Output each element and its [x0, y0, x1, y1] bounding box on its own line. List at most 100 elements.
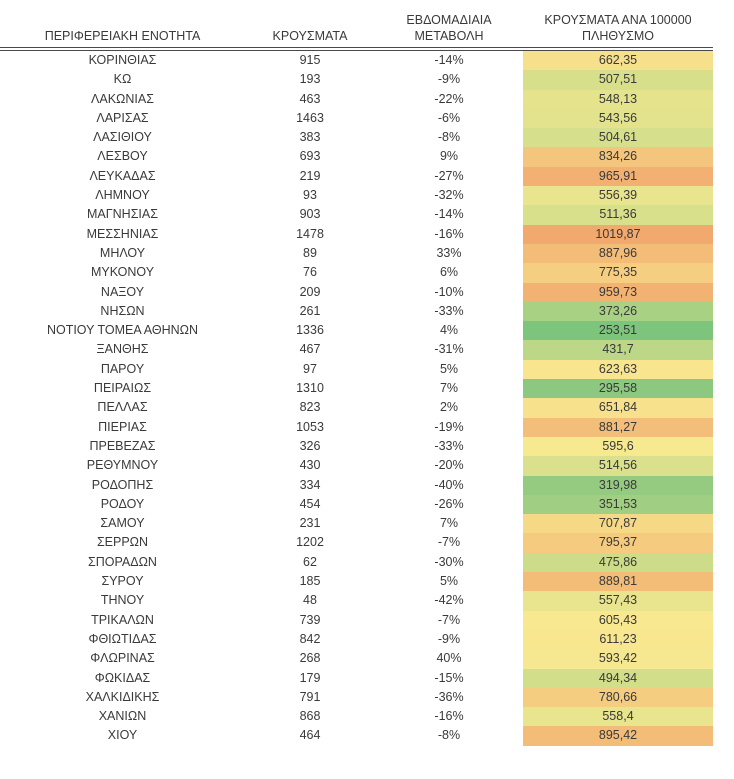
per-100k-cell: 834,26 — [523, 147, 713, 167]
region-cell: ΦΛΩΡΙΝΑΣ — [90, 651, 155, 666]
table-row: ΧΑΛΚΙΔΙΚΗΣ 791 -36% 780,66 — [0, 687, 713, 708]
region-cell: ΤΗΝΟΥ — [100, 593, 145, 608]
table-row: ΜΗΛΟΥ 89 33% 887,96 — [0, 243, 713, 264]
table-row: ΣΕΡΡΩΝ 1202 -7% 795,37 — [0, 533, 713, 553]
table-row: ΛΕΣΒΟΥ 693 9% 834,26 — [0, 147, 713, 167]
cases-cell: 868 — [299, 709, 321, 724]
table-body: ΚΟΡΙΝΘΙΑΣ 915 -14% 662,35 ΚΩ 193 -9% 507,51 ΛΑΚΩ… — [0, 49, 713, 746]
region-cell: ΛΑΚΩΝΙΑΣ — [91, 91, 154, 106]
table-row: ΦΛΩΡΙΝΑΣ 268 40% 593,42 — [0, 649, 713, 669]
cases-cell: 463 — [299, 91, 321, 106]
table-row: ΜΕΣΣΗΝΙΑΣ 1478 -16% 1019,87 — [0, 224, 713, 244]
region-cell: ΠΑΡΟΥ — [100, 361, 145, 376]
cases-cell: 219 — [299, 168, 321, 183]
per-100k-cell: 605,43 — [523, 610, 713, 630]
weekly-change-cell: -36% — [434, 689, 464, 704]
table-row: ΠΙΕΡΙΑΣ 1053 -19% 881,27 — [0, 417, 713, 437]
per-100k-cell: 611,23 — [523, 629, 713, 650]
per-100k-cell: 351,53 — [523, 494, 713, 515]
cases-cell: 791 — [299, 689, 321, 704]
region-cell: ΚΩ — [113, 72, 132, 87]
per-100k-cell: 543,56 — [523, 108, 713, 129]
weekly-change-cell: -6% — [437, 110, 461, 125]
table-header: ΠΕΡΙΦΕΡΕΙΑΚΗ ΕΝΟΤΗΤΑ ΚΡΟΥΣΜΑΤΑ ΕΒΔΟΜΑΔΙΑ… — [0, 12, 713, 51]
header-weekly-change: ΕΒΔΟΜΑΔΙΑΙΑ ΜΕΤΑΒΟΛΗ — [375, 12, 523, 51]
weekly-change-cell: -8% — [437, 130, 461, 145]
weekly-change-cell: -19% — [434, 419, 464, 434]
table-row: ΦΩΚΙΔΑΣ 179 -15% 494,34 — [0, 668, 713, 688]
cases-cell: 693 — [299, 149, 321, 164]
weekly-change-cell: -14% — [434, 207, 464, 222]
region-cell: ΠΕΛΛΑΣ — [97, 400, 148, 415]
header-region-label: ΠΕΡΙΦΕΡΕΙΑΚΗ ΕΝΟΤΗΤΑ — [44, 29, 201, 43]
cases-cell: 1310 — [296, 381, 324, 396]
header-per-100k-line1: ΚΡΟΥΣΜΑΤΑ ΑΝΑ 100000 — [544, 13, 692, 27]
weekly-change-cell: -7% — [437, 612, 461, 627]
region-cell: ΦΘΙΩΤΙΔΑΣ — [88, 631, 157, 646]
per-100k-cell: 556,39 — [523, 186, 713, 206]
cases-cell: 842 — [299, 631, 321, 646]
cases-table: ΠΕΡΙΦΕΡΕΙΑΚΗ ΕΝΟΤΗΤΑ ΚΡΟΥΣΜΑΤΑ ΕΒΔΟΜΑΔΙΑ… — [0, 12, 713, 746]
per-100k-cell: 319,98 — [523, 475, 713, 495]
header-row: ΠΕΡΙΦΕΡΕΙΑΚΗ ΕΝΟΤΗΤΑ ΚΡΟΥΣΜΑΤΑ ΕΒΔΟΜΑΔΙΑ… — [0, 12, 713, 51]
header-weekly-change-line2: ΜΕΤΑΒΟΛΗ — [414, 29, 484, 43]
cases-cell: 209 — [299, 284, 321, 299]
region-cell: ΡΟΔΟΠΗΣ — [91, 477, 154, 492]
cases-cell: 93 — [303, 188, 317, 203]
table-row: ΝΑΞΟΥ 209 -10% 959,73 — [0, 282, 713, 302]
region-cell: ΠΙΕΡΙΑΣ — [98, 419, 147, 434]
weekly-change-cell: 40% — [436, 651, 462, 666]
table-row: ΚΩ 193 -9% 507,51 — [0, 70, 713, 90]
table-row: ΡΟΔΟΠΗΣ 334 -40% 319,98 — [0, 475, 713, 495]
weekly-change-cell: 5% — [439, 361, 459, 376]
table-row: ΛΗΜΝΟΥ 93 -32% 556,39 — [0, 186, 713, 206]
per-100k-cell: 959,73 — [523, 282, 713, 302]
table-row: ΣΥΡΟΥ 185 5% 889,81 — [0, 572, 713, 592]
table-row: ΠΡΕΒΕΖΑΣ 326 -33% 595,6 — [0, 436, 713, 457]
per-100k-cell: 887,96 — [523, 243, 713, 264]
region-cell: ΛΑΡΙΣΑΣ — [96, 110, 149, 125]
table-row: ΚΟΡΙΝΘΙΑΣ 915 -14% 662,35 — [0, 49, 713, 71]
cases-cell: 97 — [303, 361, 317, 376]
header-weekly-change-line1: ΕΒΔΟΜΑΔΙΑΙΑ — [406, 13, 492, 27]
header-cases-label: ΚΡΟΥΣΜΑΤΑ — [272, 29, 348, 43]
weekly-change-cell: -7% — [437, 535, 461, 550]
per-100k-cell: 431,7 — [523, 340, 713, 360]
region-cell: ΣΠΟΡΑΔΩΝ — [88, 554, 157, 569]
region-cell: ΧΑΝΙΩΝ — [98, 709, 147, 724]
weekly-change-cell: -22% — [434, 91, 464, 106]
weekly-change-cell: 6% — [439, 265, 459, 280]
table-row: ΛΑΡΙΣΑΣ 1463 -6% 543,56 — [0, 108, 713, 129]
per-100k-cell: 965,91 — [523, 166, 713, 187]
region-cell: ΝΑΞΟΥ — [100, 284, 145, 299]
per-100k-cell: 780,66 — [523, 687, 713, 708]
table-row: ΞΑΝΘΗΣ 467 -31% 431,7 — [0, 340, 713, 360]
weekly-change-cell: -16% — [434, 709, 464, 724]
cases-cell: 430 — [299, 458, 321, 473]
weekly-change-cell: 33% — [436, 245, 462, 260]
table-row: ΝΟΤΙΟΥ ΤΟΜΕΑ ΑΘΗΝΩΝ 1336 4% 253,51 — [0, 321, 713, 341]
weekly-change-cell: -20% — [434, 458, 464, 473]
region-cell: ΜΑΓΝΗΣΙΑΣ — [87, 207, 158, 222]
weekly-change-cell: -33% — [434, 438, 464, 453]
table-row: ΠΕΛΛΑΣ 823 2% 651,84 — [0, 398, 713, 418]
per-100k-cell: 895,42 — [523, 726, 713, 746]
per-100k-cell: 511,36 — [523, 205, 713, 225]
weekly-change-cell: 5% — [439, 574, 459, 589]
table-row: ΡΕΘΥΜΝΟΥ 430 -20% 514,56 — [0, 456, 713, 476]
region-cell: ΡΟΔΟΥ — [100, 496, 145, 511]
per-100k-cell: 775,35 — [523, 263, 713, 283]
table-row: ΜΑΓΝΗΣΙΑΣ 903 -14% 511,36 — [0, 205, 713, 225]
weekly-change-cell: -26% — [434, 496, 464, 511]
region-cell: ΜΥΚΟΝΟΥ — [90, 265, 155, 280]
per-100k-cell: 504,61 — [523, 128, 713, 148]
region-cell: ΣΑΜΟΥ — [100, 516, 145, 531]
table-row: ΡΟΔΟΥ 454 -26% 351,53 — [0, 494, 713, 515]
region-cell: ΛΑΣΙΘΙΟΥ — [93, 130, 152, 145]
region-cell: ΡΕΘΥΜΝΟΥ — [86, 458, 159, 473]
header-per-100k-line2: ΠΛΗΘΥΣΜΟ — [582, 29, 654, 43]
per-100k-cell: 475,86 — [523, 552, 713, 573]
cases-cell: 1336 — [296, 323, 324, 338]
per-100k-cell: 651,84 — [523, 398, 713, 418]
per-100k-cell: 548,13 — [523, 89, 713, 109]
